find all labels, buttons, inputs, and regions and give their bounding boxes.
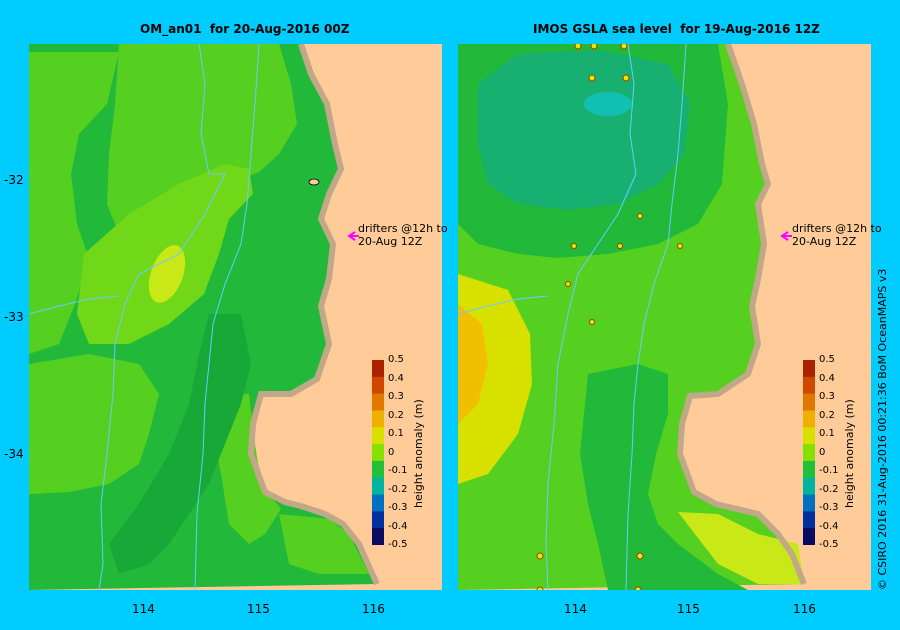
colorbar-tick-label: -0.1 <box>388 465 408 476</box>
colorbar-segment <box>803 410 815 428</box>
colorbar-segment <box>372 494 384 512</box>
colorbar-segment <box>803 360 815 378</box>
colorbar-tick-label: -0.4 <box>388 520 408 532</box>
colorbar-tick-label: -0.4 <box>819 520 839 532</box>
colorbar-tick-label: -0.3 <box>388 502 408 513</box>
colorbar-segment <box>803 444 815 462</box>
colorbar-tick-label: 0.2 <box>388 409 404 421</box>
colorbar-tick-label: 0.3 <box>388 391 404 402</box>
colorbar-tick-label: 0.4 <box>388 372 404 384</box>
bathymetry-contour-2 <box>625 44 687 590</box>
left-drifter-note: drifters @12h to 20-Aug 12Z <box>358 222 448 248</box>
contour-yellow-core <box>458 304 488 424</box>
coastline <box>247 44 380 586</box>
colorbar-tick-label: 0.1 <box>819 428 835 439</box>
bathymetry-contour-2 <box>194 44 260 590</box>
colorbar-tick-label: -0.2 <box>819 483 839 495</box>
colorbar-tick-label: 0.4 <box>819 372 835 384</box>
rottnest-island <box>308 178 320 186</box>
right-colorbar <box>803 360 815 545</box>
contour-light-west <box>29 52 119 354</box>
colorbar-segment <box>372 410 384 428</box>
colorbar-segment <box>372 444 384 462</box>
colorbar-tick-label: -0.1 <box>819 465 839 476</box>
bathymetry-contour-1 <box>98 44 226 590</box>
right-lon-label-115: 115 <box>677 602 700 616</box>
colorbar-tick-label: 0.5 <box>388 354 404 365</box>
left-colorbar-label: height anomaly (m) <box>412 399 425 508</box>
colorbar-tick-label: 0.5 <box>819 354 835 365</box>
colorbar-segment <box>372 360 384 378</box>
left-lon-label-116: 116 <box>362 602 385 616</box>
colorbar-segment <box>803 376 815 395</box>
colorbar-segment <box>803 477 815 496</box>
contour-dark-band <box>109 314 251 574</box>
colorbar-tick-label: 0.2 <box>819 409 835 421</box>
drifter-markers <box>536 44 683 590</box>
left-lon-label-115: 115 <box>247 602 270 616</box>
contour-light-southeast <box>279 514 369 574</box>
colorbar-tick-label: 0 <box>819 446 826 458</box>
colorbar-tick-label: -0.5 <box>819 539 839 550</box>
colorbar-segment <box>372 511 384 529</box>
lat-label-34: -34 <box>4 447 24 461</box>
colorbar-segment <box>372 477 384 496</box>
right-drifter-note: drifters @12h to 20-Aug 12Z <box>792 222 882 248</box>
bathymetry-contour-1 <box>545 44 637 590</box>
left-panel-title: OM_an01 for 20-Aug-2016 00Z <box>140 22 350 36</box>
contour-light-southwest <box>29 354 159 494</box>
colorbar-tick-label: 0.1 <box>388 428 404 439</box>
colorbar-segment <box>372 376 384 395</box>
drifter-arrow <box>780 231 792 241</box>
contour-yellow-southeast <box>678 512 804 584</box>
left-colorbar <box>372 360 384 545</box>
anomaly-low-core <box>584 92 632 116</box>
lat-label-32: -32 <box>4 173 24 187</box>
left-lon-label-114: 114 <box>132 602 155 616</box>
colorbar-segment <box>372 427 384 445</box>
drifter-arrow <box>347 231 359 241</box>
right-panel-title: IMOS GSLA sea level for 19-Aug-2016 12Z <box>533 22 820 36</box>
colorbar-segment <box>372 528 384 545</box>
colorbar-tick-label: 0 <box>388 446 395 458</box>
colorbar-tick-label: 0.3 <box>819 391 835 402</box>
bathymetry-contour-3 <box>29 295 120 315</box>
coastline <box>676 44 807 586</box>
contour-green-south <box>580 364 748 590</box>
colorbar-segment <box>803 528 815 545</box>
colorbar-tick-label: -0.3 <box>819 502 839 513</box>
colorbar-segment <box>803 427 815 445</box>
anomaly-core <box>148 245 186 303</box>
colorbar-segment <box>803 494 815 512</box>
colorbar-segment <box>372 393 384 411</box>
credit-text: © CSIRO 2016 31-Aug-2016 00:21:36 BoM Oc… <box>876 268 889 590</box>
left-sea-level-map <box>29 44 442 590</box>
colorbar-tick-label: -0.5 <box>388 539 408 550</box>
right-lon-label-114: 114 <box>564 602 587 616</box>
colorbar-segment <box>803 511 815 529</box>
right-sea-level-map <box>458 44 871 590</box>
colorbar-segment <box>803 393 815 411</box>
right-colorbar-label: height anomaly (m) <box>843 399 856 508</box>
colorbar-segment <box>372 460 384 479</box>
bathymetry-contour-3 <box>458 295 549 315</box>
colorbar-segment <box>803 460 815 479</box>
right-lon-label-116: 116 <box>793 602 816 616</box>
contour-teal-outer <box>478 50 690 210</box>
colorbar-tick-label: -0.2 <box>388 483 408 495</box>
lat-label-33: -33 <box>4 310 24 324</box>
